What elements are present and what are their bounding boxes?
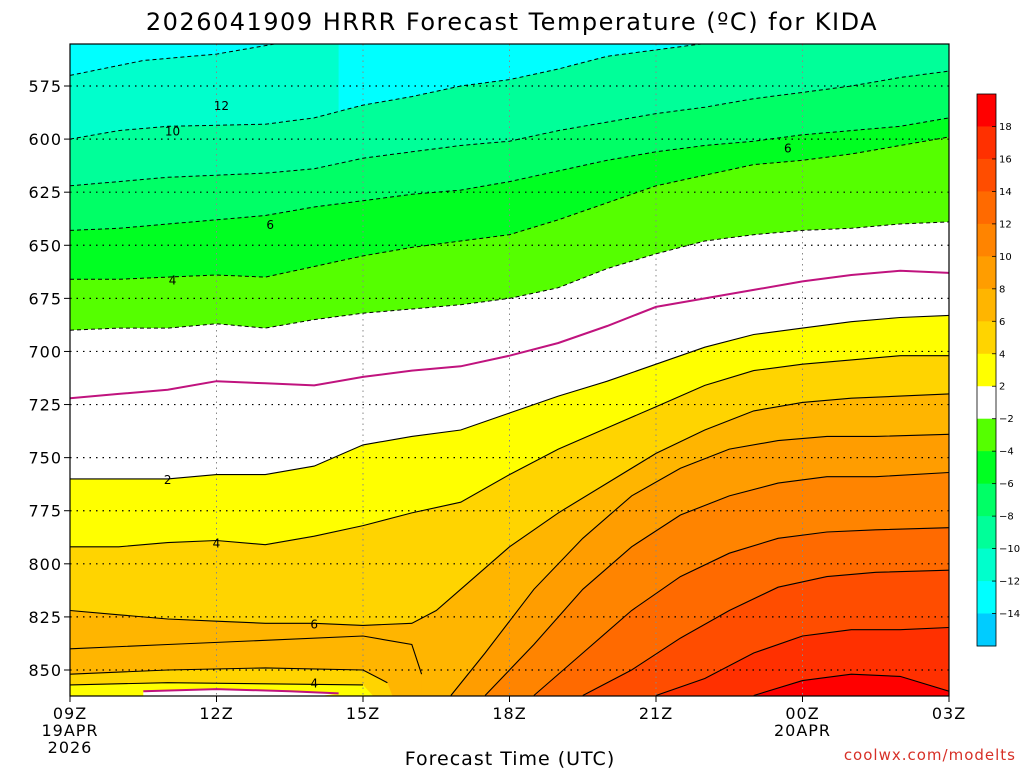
colorbar-bin-16: [977, 126, 996, 160]
x-tick-label: 03Z: [932, 704, 966, 723]
isotherm--2: [70, 221, 949, 331]
isotherm-zero-surface: [143, 688, 339, 695]
isotherm--10: [70, 44, 705, 140]
isotherm-0: [70, 269, 949, 400]
colorbar-bin--12: [977, 548, 996, 582]
contour-label: 12: [214, 99, 229, 113]
y-tick-label: 800: [28, 555, 62, 574]
colorbar-bin-14: [977, 158, 996, 192]
colorbar-tick-label: −4: [999, 447, 1014, 458]
y-tick-label: 575: [28, 77, 62, 96]
contour-labels: 12 10 6 6 4 2 4 6 4: [164, 99, 792, 691]
colorbar-bin--4: [977, 418, 996, 452]
colorbar-bin-8: [977, 256, 996, 290]
x-date-label: 19APR: [41, 721, 98, 740]
contour-label: 10: [165, 125, 180, 139]
colorbar-bin-4: [977, 321, 996, 355]
contour-label: 6: [310, 617, 318, 631]
isotherm--12: [70, 44, 278, 76]
isotherm-14: [582, 569, 949, 696]
isotherm--4: [70, 136, 949, 280]
colorbar-bin-18: [977, 94, 996, 127]
colorbar-tick-label: 16: [999, 154, 1012, 165]
y-tick-label: 650: [28, 236, 62, 255]
colorbar-bin--2: [977, 386, 996, 420]
colorbar-frame: [976, 93, 997, 647]
colorbar-tick-label: −10: [999, 544, 1020, 555]
colorbar: 18 16 14 12 10 8 6 4 2 −2 −4 −6 −8 −10 −12 −14: [976, 93, 1020, 647]
band-above-18: [753, 674, 949, 696]
isotherm-10: [484, 471, 949, 696]
x-tick-label: 00Z: [785, 704, 819, 723]
colorbar-bin-6: [977, 288, 996, 322]
isotherm-lines: [70, 44, 949, 696]
y-tick-label: 725: [28, 396, 62, 415]
colorbar-tick-label: 6: [999, 317, 1005, 328]
isotherm--6: [70, 117, 949, 231]
x-date-label: 20APR: [774, 721, 831, 740]
isotherm-12: [533, 527, 949, 696]
colorbar-bin--6: [977, 451, 996, 485]
colorbar-tick-label: −14: [999, 609, 1020, 620]
colorbar-tick-label: −8: [999, 512, 1014, 523]
colorbar-tick-label: 18: [999, 122, 1012, 133]
colorbar-bin-12: [977, 191, 996, 225]
isotherm--8: [70, 70, 949, 187]
colorbar-bin-10: [977, 223, 996, 257]
colorbar-tick-label: −6: [999, 479, 1014, 490]
colorbar-tick-label: 4: [999, 349, 1005, 360]
colorbar-tick-label: −2: [999, 414, 1014, 425]
isotherm-6: [70, 393, 949, 626]
colorbar-bin--16: [977, 613, 996, 647]
contour-label: 6: [784, 142, 792, 156]
x-tick-label: 21Z: [639, 704, 673, 723]
y-tick-label: 825: [28, 608, 62, 627]
isotherm-16: [655, 626, 949, 696]
colorbar-bin--14: [977, 581, 996, 615]
y-tick-label: 850: [28, 661, 62, 680]
isotherm-lens_8: [70, 635, 423, 675]
x-tick-label: 18Z: [492, 704, 526, 723]
y-axis: 575 600 625 650 675 700 725 750 775 800 825 850: [28, 77, 70, 680]
y-tick-label: 600: [28, 130, 62, 149]
x-date-label: 2026: [48, 738, 93, 757]
contour-label: 4: [213, 537, 221, 551]
isotherm-18: [753, 673, 949, 696]
x-tick-label: 15Z: [346, 704, 380, 723]
y-tick-label: 750: [28, 449, 62, 468]
isotherm-4: [70, 355, 949, 548]
colorbar-tick-label: 10: [999, 252, 1012, 263]
credit-link[interactable]: coolwx.com/modelts: [844, 746, 1016, 764]
colorbar-tick-label: 12: [999, 219, 1012, 230]
isotherm-lens_4: [70, 682, 364, 686]
temperature-fill-bands: [70, 44, 949, 696]
colorbar-tick-label: 14: [999, 187, 1012, 198]
chart-title: 2026041909 HRRR Forecast Temperature (ºC…: [146, 8, 878, 36]
y-tick-label: 775: [28, 502, 62, 521]
contour-label: 2: [164, 473, 172, 487]
colorbar-bin--8: [977, 483, 996, 517]
x-tick-label: 12Z: [199, 704, 233, 723]
colorbar-tick-label: 8: [999, 284, 1005, 295]
colorbar-tick-label: −12: [999, 577, 1020, 588]
gridlines: [70, 44, 949, 696]
colorbar-tick-label: 2: [999, 382, 1005, 393]
isotherm-8: [450, 433, 949, 696]
contour-label: 4: [310, 677, 318, 691]
colorbar-bin--10: [977, 516, 996, 550]
contour-label: 6: [266, 218, 274, 232]
x-axis-title: Forecast Time (UTC): [405, 748, 615, 768]
y-tick-label: 700: [28, 342, 62, 361]
x-tick-label: 09Z: [53, 704, 87, 723]
colorbar-bin-2: [977, 353, 996, 387]
y-tick-label: 675: [28, 289, 62, 308]
isotherm-2: [70, 314, 949, 480]
isotherm-lens_6: [70, 667, 388, 684]
contour-label: 4: [169, 273, 177, 287]
y-tick-label: 625: [28, 183, 62, 202]
